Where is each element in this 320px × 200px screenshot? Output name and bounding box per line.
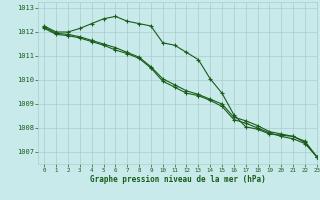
X-axis label: Graphe pression niveau de la mer (hPa): Graphe pression niveau de la mer (hPa) xyxy=(90,175,266,184)
